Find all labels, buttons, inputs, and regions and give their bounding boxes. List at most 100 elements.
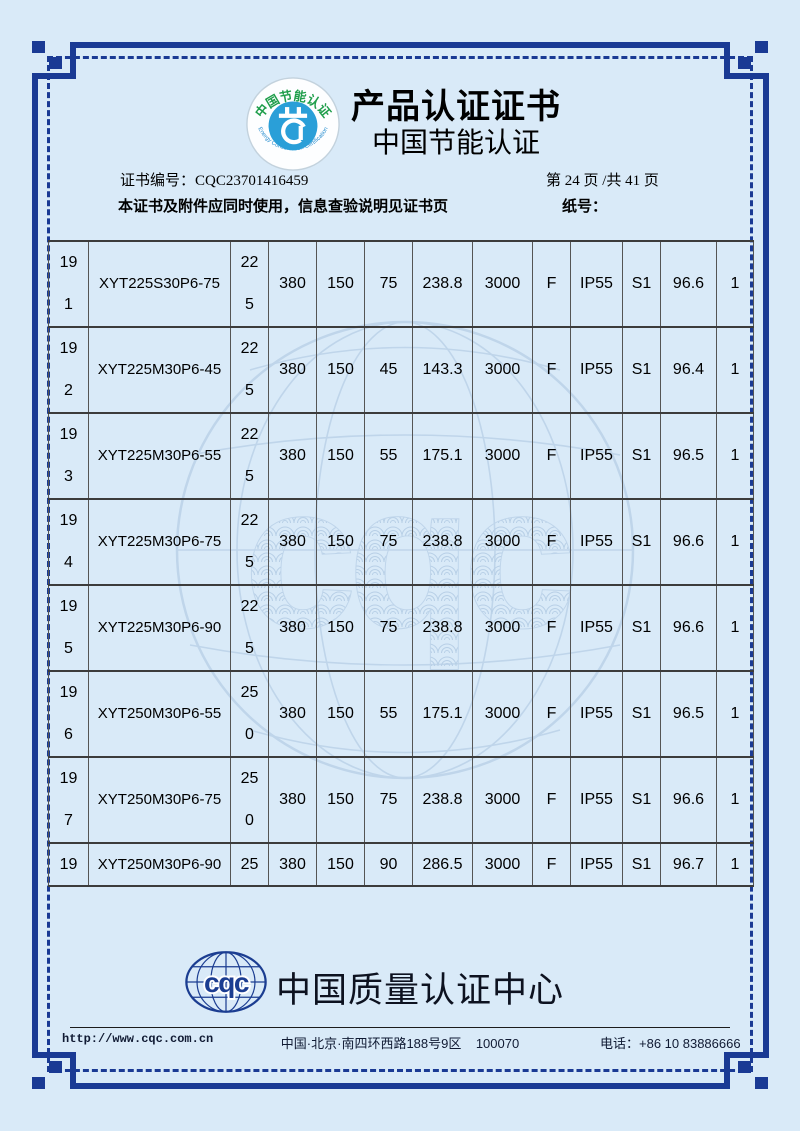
table-cell: 3000 bbox=[472, 842, 533, 887]
organization-name: 中国质量认证中心 bbox=[276, 971, 565, 1010]
table-cell: 3000 bbox=[472, 240, 533, 328]
page-subtitle: 中国节能认证 bbox=[371, 127, 540, 158]
table-cell: 96.4 bbox=[660, 326, 717, 414]
table-cell: 96.6 bbox=[660, 584, 717, 672]
table-cell: 1 bbox=[716, 842, 754, 887]
corner-square bbox=[49, 57, 62, 69]
table-cell: 22 5 bbox=[230, 240, 269, 328]
spec-table: 19 1 XYT225S30P6-75 22 5 380 150 75 238.… bbox=[48, 240, 754, 887]
table-cell: 1 bbox=[716, 756, 754, 844]
table-cell: XYT250M30P6-90 bbox=[88, 842, 231, 887]
table-row: 19 2 XYT225M30P6-45 22 5 380 150 45 143.… bbox=[48, 326, 754, 414]
table-cell: 25 0 bbox=[230, 756, 269, 844]
table-cell: F bbox=[532, 412, 571, 500]
table-cell: XYT250M30P6-55 bbox=[88, 670, 231, 758]
table-cell: 175.1 bbox=[412, 670, 473, 758]
table-cell: IP55 bbox=[570, 326, 623, 414]
table-cell: 55 bbox=[364, 670, 413, 758]
table-cell: 150 bbox=[316, 670, 365, 758]
table-cell: 96.6 bbox=[660, 240, 717, 328]
table-cell: XYT225M30P6-90 bbox=[88, 584, 231, 672]
table-cell: S1 bbox=[622, 240, 661, 328]
table-cell: 286.5 bbox=[412, 842, 473, 887]
table-cell: 3000 bbox=[472, 670, 533, 758]
table-cell: 25 0 bbox=[230, 670, 269, 758]
cqc-globe-logo-icon: cqc bbox=[184, 950, 268, 1014]
certificate-number-line: 证书编号：CQC23701416459 bbox=[120, 169, 308, 190]
address-text: 中国·北京·南四环西路188号9区 100070 bbox=[280, 1036, 520, 1051]
table-cell: IP55 bbox=[570, 412, 623, 500]
corner-square bbox=[32, 41, 45, 53]
table-cell: 150 bbox=[316, 412, 365, 500]
table-cell: 3000 bbox=[472, 326, 533, 414]
table-cell: XYT225S30P6-75 bbox=[88, 240, 231, 328]
table-cell: 75 bbox=[364, 498, 413, 586]
table-cell: 3000 bbox=[472, 498, 533, 586]
table-cell: 238.8 bbox=[412, 756, 473, 844]
border-corner bbox=[70, 42, 76, 79]
table-row: 19 1 XYT225S30P6-75 22 5 380 150 75 238.… bbox=[48, 240, 754, 328]
border-corner bbox=[724, 73, 769, 79]
usage-notice: 本证书及附件应同时使用，信息查验说明见证书页 bbox=[118, 198, 449, 215]
table-row: 19 7 XYT250M30P6-75 25 0 380 150 75 238.… bbox=[48, 756, 754, 844]
table-cell: 22 5 bbox=[230, 498, 269, 586]
table-cell: F bbox=[532, 584, 571, 672]
table-cell: 380 bbox=[268, 326, 317, 414]
table-row: 19 4 XYT225M30P6-75 22 5 380 150 75 238.… bbox=[48, 498, 754, 586]
table-cell: IP55 bbox=[570, 756, 623, 844]
table-cell: F bbox=[532, 842, 571, 887]
table-cell: 22 5 bbox=[230, 326, 269, 414]
table-row: 19 3 XYT225M30P6-55 22 5 380 150 55 175.… bbox=[48, 412, 754, 500]
table-cell: 238.8 bbox=[412, 498, 473, 586]
table-cell: 19 6 bbox=[48, 670, 89, 758]
table-cell: 380 bbox=[268, 842, 317, 887]
table-cell: 90 bbox=[364, 842, 413, 887]
table-cell: 150 bbox=[316, 326, 365, 414]
table-cell: 380 bbox=[268, 584, 317, 672]
table-cell: 238.8 bbox=[412, 584, 473, 672]
corner-square bbox=[755, 1077, 768, 1089]
table-cell: 19 3 bbox=[48, 412, 89, 500]
table-cell: S1 bbox=[622, 756, 661, 844]
table-cell: 96.7 bbox=[660, 842, 717, 887]
table-cell: 25 bbox=[230, 842, 269, 887]
table-cell: IP55 bbox=[570, 584, 623, 672]
table-cell: 96.6 bbox=[660, 498, 717, 586]
table-cell: 238.8 bbox=[412, 240, 473, 328]
border-right bbox=[763, 73, 769, 1058]
table-cell: S1 bbox=[622, 670, 661, 758]
cqc-logo-text: cqc bbox=[204, 966, 249, 998]
table-cell: 150 bbox=[316, 498, 365, 586]
table-cell: 3000 bbox=[472, 412, 533, 500]
certificate-number-label: 证书编号： bbox=[120, 173, 196, 189]
border-corner bbox=[32, 1052, 76, 1058]
table-cell: 19 5 bbox=[48, 584, 89, 672]
border-left bbox=[32, 73, 38, 1058]
certificate-number: CQC23701416459 bbox=[195, 173, 309, 189]
table-cell: 19 2 bbox=[48, 326, 89, 414]
table-cell: 75 bbox=[364, 240, 413, 328]
border-corner bbox=[32, 73, 76, 79]
table-cell: F bbox=[532, 240, 571, 328]
energy-conservation-logo-icon: 中国节能认证 Energy Conservation Certification bbox=[246, 77, 340, 171]
table-cell: 22 5 bbox=[230, 412, 269, 500]
border-corner bbox=[724, 1052, 769, 1058]
table-cell: S1 bbox=[622, 498, 661, 586]
table-cell: 75 bbox=[364, 756, 413, 844]
table-cell: IP55 bbox=[570, 498, 623, 586]
table-cell: 75 bbox=[364, 584, 413, 672]
table-cell: XYT225M30P6-75 bbox=[88, 498, 231, 586]
table-row: 19 6 XYT250M30P6-55 25 0 380 150 55 175.… bbox=[48, 670, 754, 758]
table-cell: IP55 bbox=[570, 240, 623, 328]
table-cell: F bbox=[532, 670, 571, 758]
table-cell: 1 bbox=[716, 326, 754, 414]
corner-square bbox=[755, 41, 768, 53]
table-cell: F bbox=[532, 756, 571, 844]
paper-number-label: 纸号： bbox=[562, 198, 608, 215]
table-cell: 150 bbox=[316, 842, 365, 887]
table-cell: 380 bbox=[268, 756, 317, 844]
corner-square bbox=[738, 57, 751, 69]
table-cell: S1 bbox=[622, 326, 661, 414]
page-title: 产品认证证书 bbox=[351, 88, 561, 126]
